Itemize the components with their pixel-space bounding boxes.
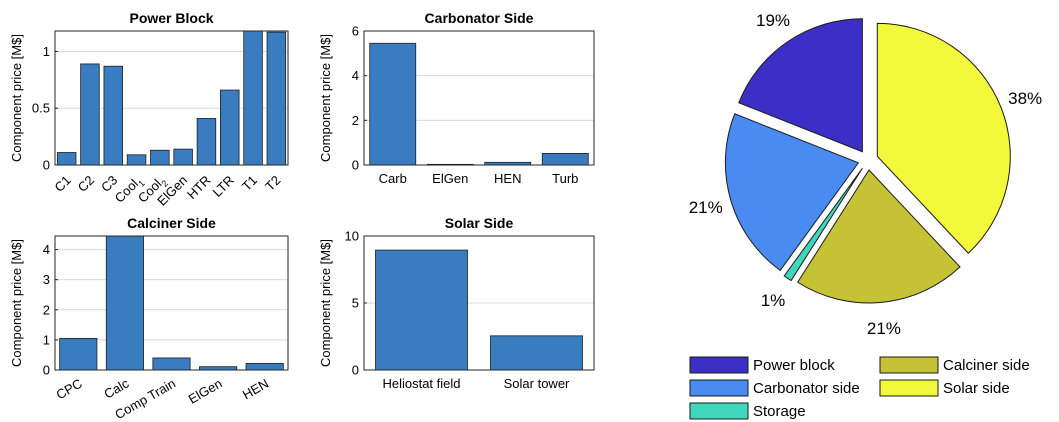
bar-heliostat-field (375, 249, 468, 371)
legend-swatch (879, 379, 939, 397)
legend-swatch (689, 356, 749, 374)
x-tick-label: CPC (54, 376, 85, 403)
bar-comp-train (152, 357, 191, 371)
x-tick-label: Solar tower (504, 376, 570, 391)
y-axis-label: Component price [M$] (9, 34, 24, 162)
bar-calc (105, 235, 144, 371)
y-tick-label: 0.5 (32, 101, 50, 116)
legend-item: Storage (689, 402, 806, 420)
x-tick-label: Calc (101, 375, 131, 401)
y-tick-label: 3 (43, 272, 50, 287)
y-axis-label: Component price [M$] (318, 34, 333, 162)
x-tick-label: Carb (379, 171, 407, 186)
y-tick-label: 2 (43, 302, 50, 317)
pie-slice-calciner-side (796, 169, 961, 304)
axes-frame (54, 235, 289, 371)
bar-c2 (80, 63, 100, 166)
legend-label: Storage (753, 403, 806, 420)
legend-label: Carbonator side (753, 380, 860, 397)
legend-item: Solar side (879, 379, 1010, 397)
bar-cool2 (150, 149, 170, 166)
pie-percent-label: 1% (761, 291, 786, 310)
pie-percent-label: 21% (867, 319, 901, 338)
y-tick-label: 0 (43, 363, 50, 378)
x-tick-label: T1 (239, 173, 260, 194)
bar-carb (369, 42, 417, 166)
legend-swatch (689, 402, 749, 420)
bar-solar-tower (490, 335, 583, 371)
bar-t1 (243, 30, 263, 166)
pie-percent-label: 21% (689, 198, 723, 217)
legend-item: Carbonator side (689, 379, 860, 397)
x-tick-label: ElGen (186, 376, 225, 407)
legend-item: Calciner side (879, 356, 1030, 374)
chart-title: Carbonator Side (425, 10, 534, 26)
legend-label: Solar side (943, 380, 1010, 397)
x-tick-label: T2 (262, 173, 283, 194)
x-tick-label: Heliostat field (382, 376, 460, 391)
legend-label: Power block (753, 357, 835, 374)
x-tick-label: Turb (552, 171, 578, 186)
x-tick-label: ElGen (432, 171, 468, 186)
x-tick-label-subscript: 2 (159, 178, 170, 189)
chart-title: Solar Side (445, 215, 514, 231)
y-tick-label: 10 (345, 229, 359, 244)
bar-htr (196, 118, 217, 166)
pie-slice-power-block (738, 18, 863, 153)
x-tick-label: LTR (210, 173, 237, 200)
legend-swatch (879, 356, 939, 374)
chart-title: Calciner Side (127, 215, 216, 231)
y-tick-label: 6 (352, 24, 359, 39)
bar-cool1 (126, 154, 147, 166)
bar-t2 (266, 31, 287, 166)
pie-percent-label: 38% (1008, 89, 1042, 108)
y-tick-label: 0 (43, 158, 50, 173)
pie-slice-solar-side (876, 22, 1011, 254)
bar-hen (245, 362, 284, 371)
axes-frame (363, 30, 595, 166)
legend-label: Calciner side (943, 357, 1030, 374)
pie-percent-label: 19% (756, 11, 790, 30)
x-tick-label: HTR (184, 173, 213, 202)
y-axis-label: Component price [M$] (9, 239, 24, 367)
legend-swatch (689, 379, 749, 397)
y-axis-label: Component price [M$] (318, 239, 333, 367)
y-tick-label: 0 (352, 363, 359, 378)
x-tick-label-subscript: 1 (136, 178, 147, 189)
x-tick-label: HEN (494, 171, 521, 186)
x-tick-label: C1 (51, 173, 73, 195)
y-tick-label: 4 (43, 242, 50, 257)
y-tick-label: 2 (352, 113, 359, 128)
bar-c3 (103, 65, 123, 166)
y-tick-label: 1 (43, 332, 50, 347)
y-tick-label: 5 (352, 296, 359, 311)
pie-chart: 19% 21% 1% 21% 38% Power block Calciner side Ca… (689, 11, 1042, 420)
bar-ltr (220, 89, 240, 166)
bar-turb (541, 152, 589, 166)
bar-elgen (173, 148, 193, 166)
pie-slice-carbonator-side (724, 113, 860, 272)
bar-cpc (59, 337, 98, 371)
bar-chart-4: 0 5 10 Heliostat field Solar tower Solar Side… (318, 215, 595, 391)
pie-legend: Power block Calciner side Carbonator side S… (689, 356, 1030, 420)
y-tick-label: 4 (352, 68, 359, 83)
y-tick-label: 1 (43, 44, 50, 59)
pie-slice-storage (783, 167, 863, 282)
chart-title: Power Block (129, 10, 213, 26)
bar-chart-2: 0 2 4 6 Carb ElGen HEN Turb Carbonator Side Compo… (318, 10, 595, 186)
legend-item: Power block (689, 356, 835, 374)
x-tick-label: HEN (240, 376, 271, 403)
x-tick-label: C2 (75, 173, 97, 195)
axes-frame (54, 30, 289, 166)
bar-c1 (56, 152, 77, 166)
y-tick-label: 0 (352, 158, 359, 173)
